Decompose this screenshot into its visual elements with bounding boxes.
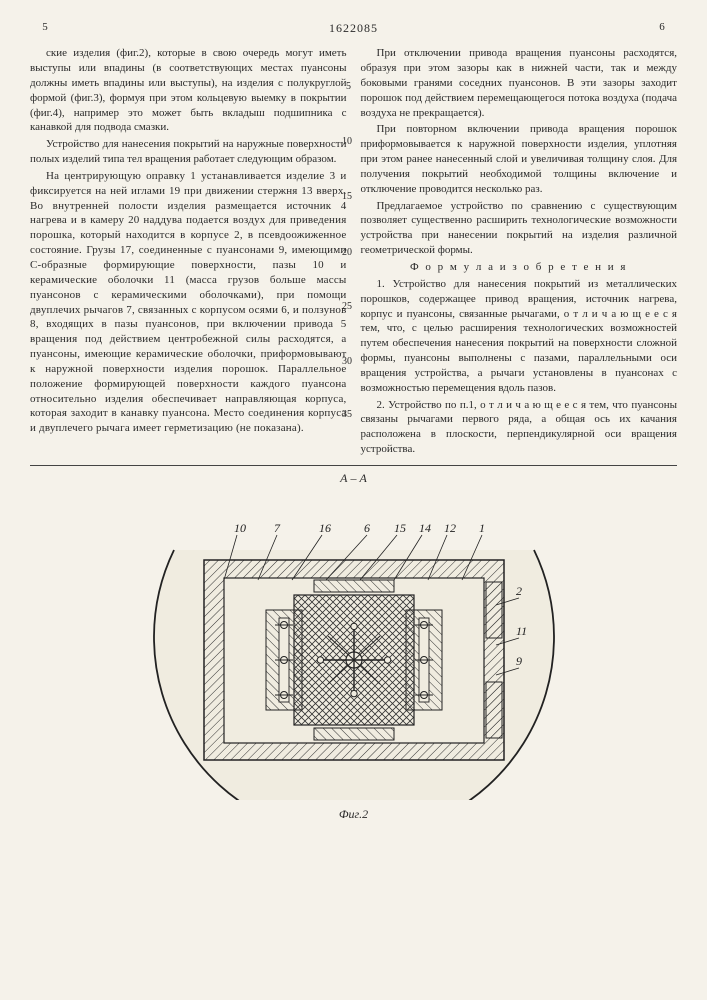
patent-number: 1622085 bbox=[329, 20, 378, 36]
svg-text:14: 14 bbox=[419, 521, 431, 535]
paragraph: ские изделия (фиг.2), которые в свою оче… bbox=[30, 46, 347, 135]
svg-text:1: 1 bbox=[479, 521, 485, 535]
svg-text:7: 7 bbox=[274, 521, 281, 535]
svg-text:15: 15 bbox=[394, 521, 406, 535]
svg-text:9: 9 bbox=[516, 654, 522, 668]
paragraph: Предлагаемое устройство по сравнению с с… bbox=[361, 199, 678, 258]
right-column: При отключении привода вращения пуансоны… bbox=[361, 46, 678, 459]
svg-text:16: 16 bbox=[319, 521, 331, 535]
paragraph: 1. Устройство для нанесения покрытий из … bbox=[361, 277, 678, 396]
paragraph: На центрирующую оправку 1 устанавливаетс… bbox=[30, 169, 347, 436]
paragraph: Устройство для нанесения покрытий на нар… bbox=[30, 137, 347, 167]
page-num-left: 5 bbox=[30, 20, 60, 36]
paragraph: 2. Устройство по п.1, о т л и ч а ю щ е … bbox=[361, 398, 678, 457]
page-header: 5 1622085 6 bbox=[30, 20, 677, 36]
svg-text:6: 6 bbox=[364, 521, 370, 535]
left-column: ские изделия (фиг.2), которые в свою оче… bbox=[30, 46, 347, 459]
paragraph: При отключении привода вращения пуансоны… bbox=[361, 46, 678, 120]
svg-text:10: 10 bbox=[234, 521, 246, 535]
figure-caption: Фиг.2 bbox=[339, 806, 368, 822]
paragraph: При повторном включении привода вращения… bbox=[361, 122, 678, 196]
svg-text:2: 2 bbox=[516, 584, 522, 598]
page-num-right: 6 bbox=[647, 20, 677, 36]
figure-2: 10716615141212119 Фиг.2 bbox=[30, 490, 677, 822]
separator bbox=[30, 465, 677, 466]
text-columns: ские изделия (фиг.2), которые в свою оче… bbox=[30, 46, 677, 459]
svg-text:12: 12 bbox=[444, 521, 456, 535]
svg-text:11: 11 bbox=[516, 624, 527, 638]
formula-heading: Ф о р м у л а и з о б р е т е н и я bbox=[361, 260, 678, 275]
figure-svg: 10716615141212119 bbox=[144, 490, 564, 800]
section-label: А – А bbox=[30, 470, 677, 486]
